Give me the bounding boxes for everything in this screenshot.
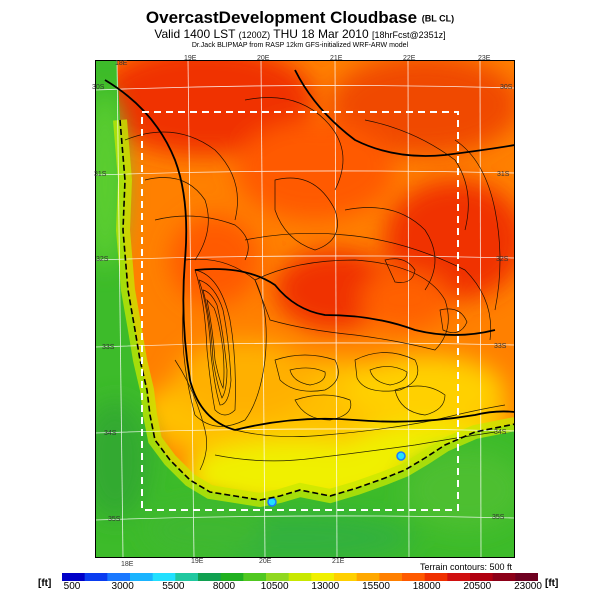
lon-tick-top: 18E <box>115 60 128 67</box>
colorbar-swatch <box>470 573 494 581</box>
lat-tick-left: 32S <box>96 256 109 263</box>
colorbar-swatch <box>288 573 312 581</box>
lon-tick-top: 21E <box>330 55 343 62</box>
terrain-contour-note: Terrain contours: 500 ft <box>419 562 512 572</box>
colorbar-label: 10500 <box>260 581 289 592</box>
lon-tick-bottom: 19E <box>191 558 204 565</box>
lat-tick-right: 33S <box>494 343 507 350</box>
valid-utc: (1200Z) <box>238 30 271 40</box>
colorbar-swatch <box>311 573 335 581</box>
inner-domain-box <box>141 111 459 511</box>
colorbar-swatch <box>107 573 131 581</box>
colorbar-swatch <box>243 573 267 581</box>
colorbar-label: 8000 <box>212 581 236 592</box>
valid-forecast: [18hrFcst@2351z] <box>371 30 446 40</box>
low-spot <box>396 451 406 461</box>
lat-tick-left: 34S <box>104 430 117 437</box>
colorbar-label: 18000 <box>412 581 441 592</box>
colorbar-swatch <box>62 573 86 581</box>
colorbar-swatch <box>515 573 538 581</box>
colorbar-swatch <box>220 573 244 581</box>
terrain-contours <box>124 97 506 471</box>
colorbar-label: 23000 <box>514 581 542 592</box>
colorbar-unit-left: [ft] <box>38 578 52 589</box>
map-frame <box>95 60 515 558</box>
lon-tick-top: 22E <box>403 55 416 62</box>
colorbar-unit-right: [ft] <box>545 578 559 589</box>
title-tag: (BL CL) <box>421 13 455 24</box>
colorbar-swatch <box>84 573 108 581</box>
colorbar-swatch <box>175 573 199 581</box>
colorbar-swatch <box>130 573 154 581</box>
cloudbase-map <box>95 60 515 558</box>
lat-tick-right: 32S <box>496 256 509 263</box>
colorbar-swatch <box>334 573 358 581</box>
low-spot <box>267 497 277 507</box>
colorbar-label: 3000 <box>111 581 134 592</box>
colorbar-swatch <box>266 573 290 581</box>
major-contours <box>104 69 515 431</box>
lat-tick-right: 34S <box>494 429 507 436</box>
lon-tick-top: 23E <box>478 55 491 62</box>
lat-tick-left: 33S <box>102 344 115 351</box>
colorbar-label: 500 <box>63 581 81 592</box>
lat-tick-left: 31S <box>94 171 107 178</box>
chart-title: OvercastDevelopment Cloudbase (BL CL) <box>0 8 600 28</box>
model-credit: Dr.Jack BLIPMAP from RASP 12km GFS-initi… <box>191 42 409 49</box>
title-text: OvercastDevelopment Cloudbase <box>145 8 418 27</box>
colorbar-label: 5500 <box>162 581 185 592</box>
lon-tick-bottom: 18E <box>121 561 134 568</box>
lon-tick-bottom: 20E <box>259 558 272 565</box>
colorbar-label: 13000 <box>311 581 340 592</box>
colorbar-swatch <box>152 573 176 581</box>
lon-tick-top: 19E <box>184 55 197 62</box>
colorbar-swatch <box>198 573 222 581</box>
lat-tick-right: 35S <box>492 514 505 521</box>
colorbar-swatch <box>402 573 426 581</box>
colorbar-swatch <box>356 573 380 581</box>
lat-tick-right: 31S <box>497 171 510 178</box>
colorbar-swatch <box>447 573 471 581</box>
lat-tick-right: 30S <box>500 84 513 91</box>
lat-tick-left: 30S <box>92 84 105 91</box>
lon-tick-top: 20E <box>257 55 270 62</box>
colorbar-swatch <box>424 573 448 581</box>
lat-tick-left: 35S <box>108 516 121 523</box>
colorbar-label: 15500 <box>362 581 390 592</box>
coastline <box>119 119 515 501</box>
colorbar-swatch <box>492 573 516 581</box>
colorbar-label: 20500 <box>463 581 492 592</box>
valid-time: Valid 1400 LST (1200Z) THU 18 Mar 2010 [… <box>0 27 600 41</box>
valid-date: THU 18 Mar 2010 <box>273 27 369 41</box>
colorbar-swatch <box>379 573 403 581</box>
colorbar <box>62 573 538 581</box>
valid-prefix: Valid 1400 LST <box>154 27 236 41</box>
lon-tick-bottom: 21E <box>332 558 345 565</box>
